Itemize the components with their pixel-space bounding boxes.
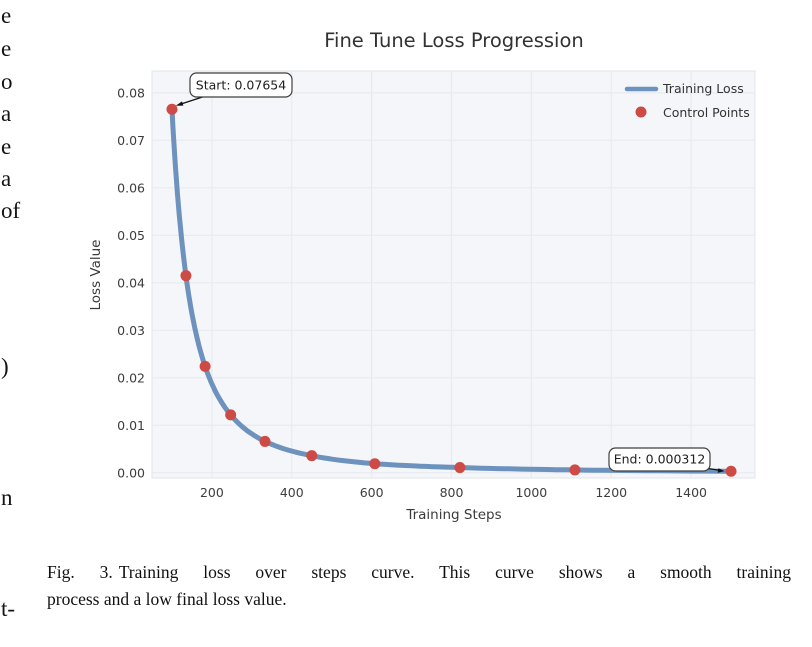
y-tick-label: 0.01 xyxy=(117,418,145,433)
x-tick-label: 200 xyxy=(200,485,224,500)
y-tick-label: 0.07 xyxy=(117,133,145,148)
legend-label-training-loss: Training Loss xyxy=(662,81,744,96)
control-point xyxy=(199,360,211,372)
x-tick-label: 1400 xyxy=(675,485,707,500)
curve-layer xyxy=(166,103,737,477)
tick-label-layer: 0.00 0.01 0.02 0.03 0.04 0.05 0.06 0.07 0.08 200 4… xyxy=(117,85,707,500)
left-column-text-fragment: a xyxy=(1,166,12,191)
figure-caption: Fig. 3. Training loss over steps curve. T… xyxy=(47,559,791,613)
control-point xyxy=(369,458,381,470)
annotation-end-text: End: 0.000312 xyxy=(614,452,706,467)
left-column-text-fragment: e xyxy=(1,36,12,61)
legend: Training Loss Control Points xyxy=(624,81,750,120)
annotation-end: End: 0.000312 xyxy=(608,447,725,473)
caption-text-2: process and a low final loss value. xyxy=(47,589,287,609)
left-column-text-fragment: ) xyxy=(1,354,9,379)
x-tick-label: 800 xyxy=(440,485,464,500)
control-point xyxy=(259,435,271,447)
caption-fig-label: Fig. 3. xyxy=(47,562,113,582)
left-column-text-fragment: n xyxy=(1,485,13,510)
annotation-end-box xyxy=(608,447,711,472)
left-column-text-fragment: a xyxy=(1,101,12,126)
y-tick-label: 0.08 xyxy=(117,85,145,100)
control-point xyxy=(166,103,178,115)
control-point xyxy=(454,462,466,474)
left-column-text-fragment: o xyxy=(1,69,13,94)
y-tick-label: 0.00 xyxy=(117,465,145,480)
control-point xyxy=(225,409,237,421)
x-tick-label: 1000 xyxy=(515,485,547,500)
left-column-text-fragment: of xyxy=(1,198,21,223)
left-column-text-fragment: t- xyxy=(1,596,16,621)
annotation-start: Start: 0.07654 xyxy=(175,72,293,106)
training-loss-curve xyxy=(169,106,734,474)
control-point xyxy=(306,450,318,462)
chart-title: Fine Tune Loss Progression xyxy=(324,29,584,52)
y-axis-label: Loss Value xyxy=(88,240,104,311)
x-axis-label: Training Steps xyxy=(405,507,501,523)
x-tick-label: 400 xyxy=(280,485,304,500)
control-point xyxy=(569,464,581,476)
y-tick-label: 0.06 xyxy=(117,180,145,195)
legend-label-control-points: Control Points xyxy=(663,105,750,120)
caption-text-1: Training loss over steps curve. This cur… xyxy=(118,562,791,582)
grid-layer xyxy=(152,71,755,478)
plot-area xyxy=(151,70,756,479)
x-tick-label: 600 xyxy=(360,485,384,500)
caption-line-1: Fig. 3. Training loss over steps curve. T… xyxy=(47,559,791,586)
control-point xyxy=(180,270,192,282)
x-tick-label: 1200 xyxy=(595,485,627,500)
control-point xyxy=(725,465,737,477)
figure-3: 0.00 0.01 0.02 0.03 0.04 0.05 0.06 0.07 0.08 200 4… xyxy=(88,29,756,523)
left-column-text-fragment: e xyxy=(1,3,12,28)
y-tick-label: 0.02 xyxy=(117,370,145,385)
annotation-start-box xyxy=(189,72,293,98)
y-tick-label: 0.03 xyxy=(117,323,145,338)
annotation-start-text: Start: 0.07654 xyxy=(196,78,286,93)
loss-chart-svg: 0.00 0.01 0.02 0.03 0.04 0.05 0.06 0.07 0.08 200 4… xyxy=(88,29,756,523)
legend-point-swatch xyxy=(635,106,647,118)
caption-line-2: process and a low final loss value. xyxy=(47,586,791,613)
left-column-text-fragment: e xyxy=(1,134,12,159)
y-tick-label: 0.04 xyxy=(117,275,145,290)
plot-background-layer xyxy=(151,70,756,479)
y-tick-label: 0.05 xyxy=(117,228,145,243)
